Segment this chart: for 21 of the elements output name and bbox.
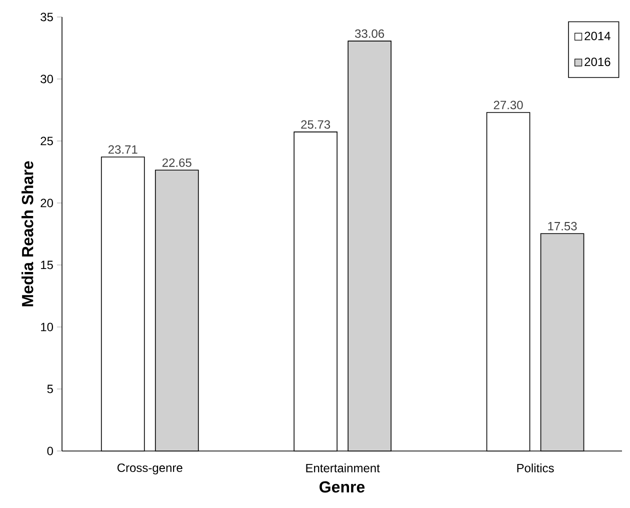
y-tick-label: 5 [47, 384, 53, 394]
data-label: 33.06 [355, 29, 384, 38]
data-label: 22.65 [162, 158, 192, 167]
x-tick-label: Cross-genre [117, 464, 182, 474]
y-tick-label: 15 [41, 260, 53, 270]
y-tick-label: 35 [40, 12, 53, 22]
data-label: 17.53 [548, 222, 577, 230]
y-tick-label: 10 [41, 322, 54, 332]
data-label: 25.73 [301, 120, 330, 129]
y-tick-label: 25 [40, 136, 53, 146]
y-axis-title: Media Reach Share [22, 161, 34, 306]
data-label: 23.71 [108, 145, 138, 154]
x-axis-title: Genre [320, 481, 365, 493]
x-tick-label: Politics [517, 464, 554, 472]
y-tick-label: 0 [47, 446, 54, 456]
y-tick-label: 20 [40, 198, 54, 208]
data-label: 27.30 [494, 100, 523, 110]
legend-label: 2016 [584, 58, 610, 66]
y-tick-label: 30 [40, 74, 54, 84]
legend-label: 2014 [584, 32, 610, 40]
x-tick-label: Entertainment [306, 464, 380, 472]
